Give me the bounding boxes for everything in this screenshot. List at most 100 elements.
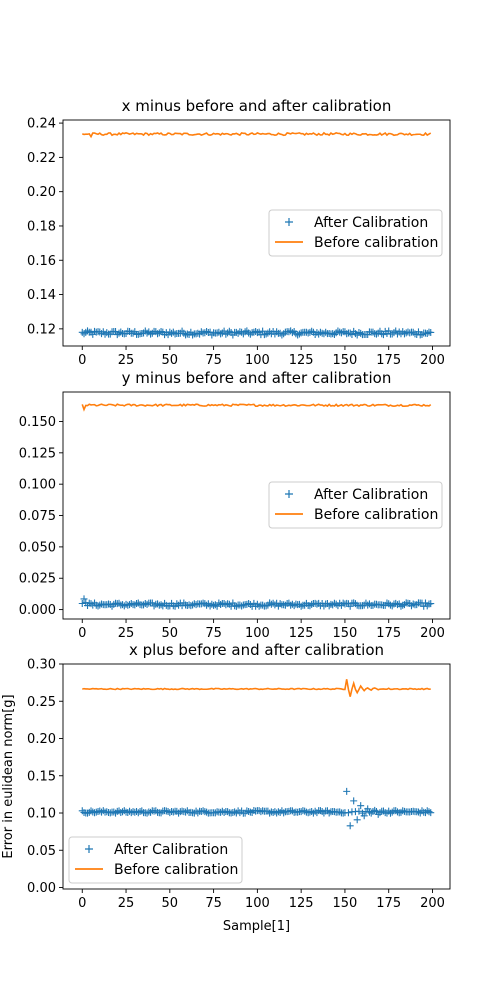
- data-point: [336, 808, 344, 816]
- y-tick-label: 0.000: [19, 603, 56, 618]
- data-point: [421, 599, 429, 607]
- data-point: [280, 809, 288, 817]
- y-tick-label: 0.25: [27, 695, 56, 710]
- y-tick-label: 0.05: [27, 844, 56, 859]
- data-point: [199, 599, 207, 607]
- data-point: [224, 808, 232, 816]
- data-point: [337, 329, 345, 337]
- data-point: [259, 327, 267, 335]
- data-point: [411, 330, 419, 338]
- data-point: [80, 595, 88, 603]
- legend-swatch-marker: [285, 218, 293, 226]
- y-tick-label: 0.20: [27, 732, 56, 747]
- data-point: [325, 602, 333, 610]
- data-point: [157, 601, 165, 609]
- data-point: [103, 329, 111, 337]
- data-point: [203, 808, 211, 816]
- x-tick-label: 100: [245, 353, 270, 368]
- data-point: [213, 602, 221, 610]
- data-point: [406, 329, 414, 337]
- series-markers-after-calibration: [78, 327, 435, 339]
- data-point: [273, 328, 281, 336]
- data-point: [87, 807, 95, 815]
- data-point: [294, 331, 302, 339]
- data-point: [413, 601, 421, 609]
- x-tick-label: 75: [205, 896, 222, 911]
- chart-1: 0 25 50 75 100 125 150 175 200 0.12 0.14 0.16 0.18 0.…: [27, 97, 451, 368]
- data-point: [199, 807, 207, 815]
- data-point: [112, 809, 120, 817]
- data-point: [157, 809, 165, 817]
- data-point: [80, 330, 88, 338]
- data-point: [423, 330, 431, 338]
- data-point: [371, 806, 379, 814]
- x-tick-label: 25: [118, 896, 135, 911]
- data-point: [322, 328, 330, 336]
- chart-title: y minus before and after calibration: [122, 369, 392, 387]
- data-point: [169, 808, 177, 816]
- data-point: [194, 809, 202, 817]
- x-tick-label: 50: [162, 896, 179, 911]
- data-point: [365, 808, 373, 816]
- x-tick-label: 100: [245, 896, 270, 911]
- x-tick-label: 150: [333, 353, 358, 368]
- data-point: [252, 327, 260, 335]
- data-point: [99, 807, 107, 815]
- data-point: [360, 812, 368, 820]
- legend-label: Before calibration: [314, 507, 438, 523]
- y-tick-label: 0.100: [19, 478, 56, 493]
- data-point: [287, 327, 295, 335]
- data-point: [147, 330, 155, 338]
- data-point: [183, 807, 191, 815]
- x-tick-label: 125: [289, 626, 314, 641]
- x-tick-label: 200: [420, 896, 445, 911]
- series-line-before-calibration: [82, 679, 431, 697]
- data-point: [346, 822, 354, 830]
- data-point: [393, 601, 401, 609]
- data-point: [390, 329, 398, 337]
- data-point: [180, 329, 188, 337]
- legend-box: [268, 481, 443, 529]
- y-axis-label: Error in eulidean norm[g]: [1, 694, 16, 858]
- data-point: [84, 809, 92, 817]
- data-point: [203, 601, 211, 609]
- x-tick-label: 0: [78, 626, 86, 641]
- data-point: [117, 328, 125, 336]
- data-point: [78, 807, 86, 815]
- data-point: [147, 808, 155, 816]
- data-point: [386, 601, 394, 609]
- data-point: [294, 808, 302, 816]
- data-point: [143, 600, 151, 608]
- data-point: [201, 808, 209, 816]
- data-point: [357, 329, 365, 337]
- data-point: [152, 807, 160, 815]
- data-point: [374, 810, 382, 818]
- data-point: [295, 600, 303, 608]
- data-point: [155, 601, 163, 609]
- x-tick-label: 25: [118, 626, 135, 641]
- data-point: [288, 329, 296, 337]
- data-point: [313, 600, 321, 608]
- data-point: [418, 330, 426, 338]
- data-point: [187, 602, 195, 610]
- data-point: [110, 600, 118, 608]
- data-point: [266, 809, 274, 817]
- y-tick-label: 0.22: [27, 151, 56, 166]
- data-point: [245, 807, 253, 815]
- legend-box: [68, 836, 243, 884]
- data-point: [175, 809, 183, 817]
- data-point: [231, 808, 239, 816]
- data-point: [134, 599, 142, 607]
- data-point: [120, 807, 128, 815]
- data-point: [392, 327, 400, 335]
- chart-title: x minus before and after calibration: [122, 97, 392, 115]
- plot-frame: [62, 391, 451, 620]
- data-point: [225, 327, 233, 335]
- legend: After Calibration Before calibration: [268, 481, 443, 529]
- data-point: [225, 600, 233, 608]
- legend-label: After Calibration: [114, 842, 228, 858]
- chart-2: 0 25 50 75 100 125 150 175 200 0.000 0.025 0.050 0.0…: [19, 369, 451, 641]
- data-point: [148, 599, 156, 607]
- data-point: [330, 331, 338, 339]
- y-tick-label: 0.20: [27, 185, 56, 200]
